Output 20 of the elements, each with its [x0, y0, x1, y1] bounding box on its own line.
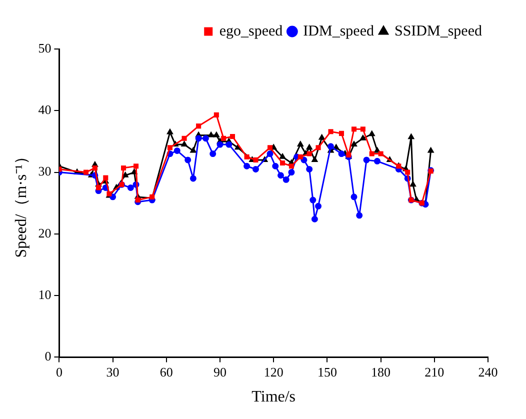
y-tick-label: 50: [38, 40, 52, 56]
x-axis-title: Time/s: [252, 388, 296, 406]
y-tick-label: 30: [38, 164, 52, 179]
x-tick-label: 120: [264, 364, 284, 380]
y-axis-title: Speed/（m·s⁻¹）: [12, 148, 30, 258]
y-tick-label: 20: [38, 225, 52, 240]
x-tick-label: 0: [56, 364, 62, 380]
y-tick-label: 10: [38, 286, 52, 302]
x-tick-label: 150: [317, 364, 337, 380]
legend-label: ego_speed: [219, 23, 284, 40]
y-tick-label: 0: [44, 348, 52, 364]
y-tick-label: 40: [38, 102, 52, 118]
legend-label: SSIDM_speed: [394, 23, 482, 40]
x-tick-label: 60: [160, 364, 173, 380]
x-tick-label: 90: [214, 364, 226, 380]
legend-label: IDM_speed: [303, 23, 374, 40]
x-tick-label: 180: [371, 364, 391, 380]
x-tick-label: 30: [106, 364, 120, 380]
x-tick-label: 210: [424, 364, 444, 380]
x-tick-label: 240: [478, 364, 498, 380]
